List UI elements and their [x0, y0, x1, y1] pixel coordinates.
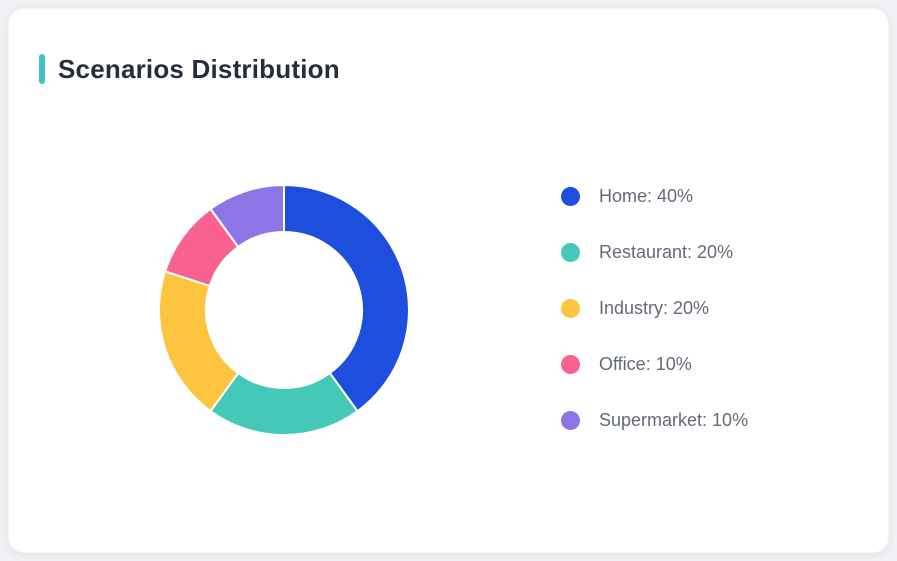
legend-dot-restaurant-icon [561, 242, 580, 262]
legend-item-industry[interactable]: Industry: 20% [561, 280, 748, 336]
donut-chart-container [154, 180, 414, 440]
legend-label-office: Office: 10% [599, 353, 692, 374]
legend-dot-office-icon [561, 354, 580, 374]
legend-dot-home-icon [561, 186, 580, 206]
legend-dot-supermarket-icon [561, 410, 580, 430]
card-header: Scenarios Distribution [39, 53, 340, 85]
donut-segment-industry[interactable] [158, 270, 240, 413]
scenarios-distribution-card: Scenarios Distribution Home: 40% Restaura… [8, 8, 889, 553]
legend-item-home[interactable]: Home: 40% [561, 168, 748, 224]
title-accent-bar [39, 54, 45, 84]
legend-label-home: Home: 40% [599, 185, 694, 206]
legend-label-industry: Industry: 20% [599, 297, 710, 318]
legend-label-restaurant: Restaurant: 20% [599, 241, 734, 262]
legend-item-supermarket[interactable]: Supermarket: 10% [561, 392, 748, 448]
donut-segment-supermarket[interactable] [209, 184, 285, 248]
donut-segment-home[interactable] [283, 184, 410, 413]
legend-item-office[interactable]: Office: 10% [561, 336, 748, 392]
page-title: Scenarios Distribution [58, 54, 340, 84]
legend-item-restaurant[interactable]: Restaurant: 20% [561, 224, 748, 280]
legend-label-supermarket: Supermarket: 10% [599, 409, 749, 430]
chart-legend: Home: 40% Restaurant: 20% Industry: 20% Off… [561, 168, 748, 448]
legend-dot-industry-icon [561, 298, 580, 318]
donut-chart [158, 184, 410, 436]
